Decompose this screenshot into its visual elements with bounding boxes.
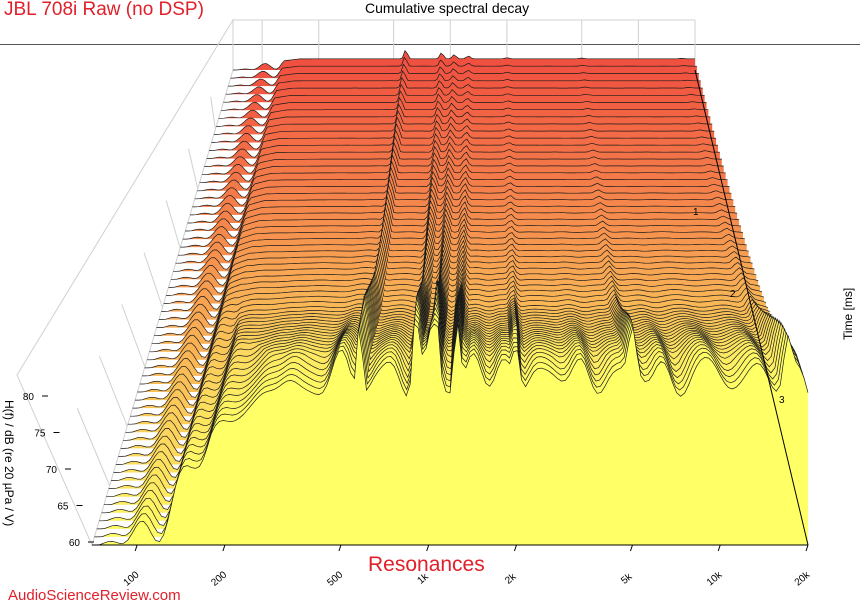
x-tick-label: 500: [325, 569, 345, 588]
decay-slice-line: [144, 265, 767, 369]
decay-slice-line: [209, 116, 715, 151]
z-tick-label: 3: [779, 395, 785, 406]
decay-slice-line: [154, 248, 759, 337]
x-tick: [805, 544, 809, 552]
decay-slice-line: [213, 103, 711, 135]
decay-slice-line: [166, 223, 749, 296]
decay-slice-line: [225, 70, 701, 95]
decay-slice-line: [233, 49, 695, 71]
decay-slice-line: [218, 90, 707, 119]
decay-slice-line: [168, 218, 747, 288]
x-tick: [338, 544, 342, 552]
decay-slice-line: [194, 153, 726, 200]
z-axis-line: [694, 69, 809, 546]
decay-slice-line: [99, 306, 803, 522]
x-tick-label: 20k: [793, 569, 813, 588]
decay-slice-line: [187, 171, 732, 224]
decay-slice-line: [175, 201, 742, 264]
x-tick-label: 2k: [503, 571, 519, 587]
header-divider: [0, 44, 860, 45]
decay-slice-line: [190, 166, 730, 216]
x-tick: [717, 544, 721, 552]
decay-slice-line: [201, 135, 720, 176]
y-tick-label: 75: [34, 429, 46, 440]
decay-slice-line: [139, 272, 770, 385]
decay-slice-line: [108, 286, 795, 489]
z-axis-title: Time [ms]: [841, 288, 855, 340]
side-grid-line: [210, 96, 216, 130]
decay-slice-line: [142, 270, 768, 377]
decay-slices: [92, 49, 809, 546]
decay-slice-line: [173, 207, 743, 272]
decay-slice-line: [94, 317, 807, 538]
decay-slice-line: [228, 63, 699, 87]
decay-slice-line: [147, 261, 764, 361]
decay-slice-line: [216, 96, 709, 127]
decay-slice-line: [221, 83, 705, 111]
y-axis-title: H(f) / dB (re 20 µPa / V): [2, 400, 16, 526]
decay-slice-line: [180, 190, 738, 248]
decay-slice-line: [230, 56, 697, 79]
decay-slice-line: [206, 122, 717, 159]
decay-slice-line: [185, 177, 734, 232]
y-tick-label: 60: [69, 538, 81, 549]
side-grid-line: [188, 148, 199, 189]
side-grid-line: [99, 356, 128, 427]
decay-slice-line: [163, 228, 751, 304]
y-tick-label: 65: [57, 502, 69, 513]
decay-slice-line: [111, 281, 793, 481]
watermark: AudioScienceReview.com: [8, 587, 181, 604]
x-tick-label: 100: [122, 569, 142, 588]
decay-slice-line: [170, 212, 745, 280]
decay-slice-line: [161, 233, 753, 312]
decay-slice-line: [132, 278, 776, 409]
side-grid-line: [76, 407, 111, 486]
chart-title: JBL 708i Raw (no DSP): [4, 0, 204, 20]
decay-slice-line: [178, 196, 740, 256]
decay-slice-line: [151, 252, 761, 345]
decay-slice-line: [92, 323, 809, 546]
y-tick-label: 80: [23, 392, 35, 403]
decay-slice-line: [158, 238, 755, 320]
decay-slice-line: [103, 297, 799, 506]
decay-slice-line: [192, 160, 728, 208]
x-tick: [134, 544, 138, 552]
chart-subtitle: Cumulative spectral decay: [365, 0, 530, 16]
y-tick-label: 70: [46, 465, 58, 476]
z-tick-label: 2: [730, 289, 736, 300]
decay-slice-line: [197, 147, 724, 192]
x-tick: [630, 544, 633, 552]
decay-slice-line: [204, 129, 719, 167]
decay-slice-line: [211, 109, 713, 143]
x-tick-label: 200: [209, 569, 229, 588]
decay-slice-fill: [92, 324, 808, 545]
decay-slice-line: [199, 141, 722, 184]
decay-slice-line: [101, 301, 801, 514]
x-tick: [513, 544, 517, 552]
decay-slice-line: [137, 275, 772, 393]
decay-slice-line: [149, 257, 763, 353]
decay-slice-line: [106, 292, 797, 498]
x-tick-label: 10k: [705, 569, 725, 588]
x-tick: [426, 544, 430, 552]
side-grid-line: [165, 200, 181, 249]
decay-slice-line: [156, 243, 757, 328]
decay-slice-fill: [233, 50, 695, 70]
decay-slice-line: [182, 183, 736, 240]
z-tick-label: 1: [693, 207, 699, 218]
x-tick-label: 5k: [619, 571, 635, 587]
resonances-annotation: Resonances: [368, 553, 485, 576]
x-tick: [222, 544, 226, 552]
decay-slice-line: [223, 76, 703, 103]
side-grid-line: [143, 252, 163, 308]
side-grid-line: [121, 304, 146, 368]
